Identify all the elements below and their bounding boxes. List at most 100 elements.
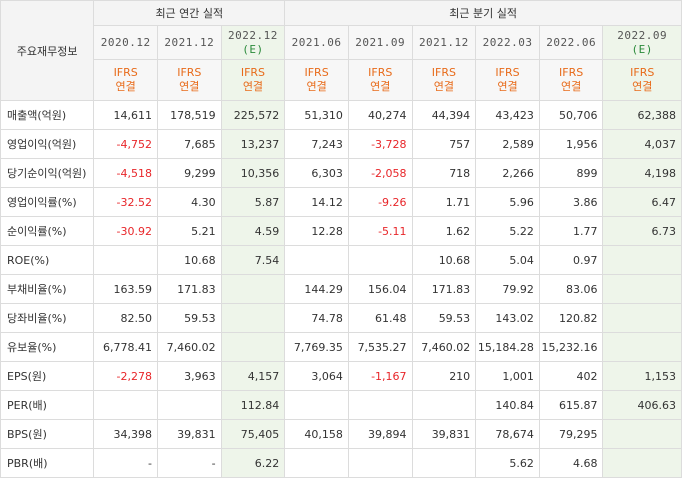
table-cell: 79,295 [538,419,604,449]
table-cell: -30.92 [93,216,158,246]
row-label: 영업이익(억원) [0,129,95,159]
table-cell: 899 [538,158,604,188]
ifrs-label: IFRS [495,66,520,79]
table-cell: 1.77 [538,216,604,246]
table-cell: 14.12 [284,187,349,217]
ifrs-consolidated-label: IFRS 연결 [538,59,604,101]
table-cell: 6.22 [220,448,286,478]
table-cell: 39,894 [347,419,413,449]
annual-group-header: 최근 연간 실적 [93,0,286,26]
table-cell: 10.68 [156,245,222,275]
ifrs-label: IFRS [113,66,138,79]
table-cell: 6,778.41 [93,332,158,362]
table-cell: 6.73 [602,216,682,246]
quarter-group-header: 최근 분기 실적 [284,0,682,26]
table-cell: 78,674 [475,419,540,449]
table-cell: 0.97 [538,245,604,275]
table-cell: 225,572 [220,100,286,130]
ifrs-consolidated-label: IFRS 연결 [347,59,413,101]
period-header: 2022.09 (E) [602,25,682,60]
table-cell: 14,611 [93,100,158,130]
table-cell: 61.48 [347,303,413,333]
table-cell: 39,831 [156,419,222,449]
table-row: PBR(배) - -6.22 5.62 4.68 [0,448,682,478]
row-label: PER(배) [0,390,95,420]
period-header: 2022.06 [538,25,604,60]
table-cell: 7.54 [220,245,286,275]
consolidated-label: 연결 [242,80,264,93]
table-cell: 40,274 [347,100,413,130]
table-cell: - [156,448,222,478]
table-cell: 10.68 [411,245,477,275]
ifrs-consolidated-label: IFRS 연결 [284,59,349,101]
consolidated-label: 연결 [561,80,582,93]
table-cell: 51,310 [284,100,349,130]
table-row: 당기순이익(억원) -4,518 9,299 10,356 6,303 -2,058 718… [0,158,682,188]
table-cell: 40,158 [284,419,349,449]
row-label: 당기순이익(억원) [0,158,95,188]
table-cell [284,245,349,275]
table-row: 영업이익(억원) -4,752 7,685 13,237 7,243 -3,728 757 2… [0,129,682,159]
period-header: 2021.09 [347,25,413,60]
table-cell [220,274,286,304]
table-cell: 178,519 [156,100,222,130]
period-label: 2020.12 [100,36,151,49]
table-cell: 7,769.35 [284,332,349,362]
table-cell: -32.52 [93,187,158,217]
table-cell: -3,728 [347,129,413,159]
table-cell: 50,706 [538,100,604,130]
table-cell [602,274,682,304]
table-cell [602,448,682,478]
table-cell: 210 [411,361,477,391]
table-cell: 112.84 [220,390,286,420]
period-header-row: 2020.12 2021.12 2022.12 (E) 2021.06 2021.09 20… [1,25,682,60]
table-cell: 39,831 [411,419,477,449]
table-cell: 1,001 [475,361,540,391]
table-cell: -2,278 [93,361,158,391]
table-cell: 3,064 [284,361,349,391]
table-cell: 171.83 [411,274,477,304]
table-cell [284,390,349,420]
table-cell: 143.02 [475,303,540,333]
table-cell: 59.53 [156,303,222,333]
table-cell: 59.53 [411,303,477,333]
ifrs-label: IFRS [630,66,655,79]
table-cell: 757 [411,129,477,159]
table-row: 부채비율(%) 163.59 171.83 144.29 156.04 171.83 79.… [0,274,682,304]
table-row: 순이익률(%) -30.92 5.21 4.59 12.28 -5.11 1.62 5.22 1… [0,216,682,246]
table-cell: 75,405 [220,419,286,449]
table-cell: - [93,448,158,478]
ifrs-header-row: IFRS 연결 IFRS 연결 IFRS 연결 IFRS 연결 IFRS 연결 IFRS 연결 IFRS… [1,59,682,101]
table-cell [220,332,286,362]
ifrs-label: IFRS [431,66,456,79]
ifrs-label: IFRS [559,66,584,79]
table-row: EPS(원) -2,278 3,963 4,157 3,064 -1,167 210 1,00… [0,361,682,391]
table-row: ROE(%) 10.68 7.54 10.68 5.04 0.97 [0,245,682,275]
table-cell: 718 [411,158,477,188]
table-cell: 15,232.16 [538,332,604,362]
table-cell: 7,535.27 [347,332,413,362]
row-label: EPS(원) [0,361,95,391]
table-cell: 6,303 [284,158,349,188]
financial-data-body: 매출액(억원) 14,611 178,519 225,572 51,310 40,274 4… [0,100,682,478]
table-cell: -1,167 [347,361,413,391]
ifrs-consolidated-label: IFRS 연결 [602,59,682,101]
table-cell: 4.30 [156,187,222,217]
period-label: 2022.12 [228,28,278,42]
table-row: BPS(원) 34,398 39,831 75,405 40,158 39,894 39,8… [0,419,682,449]
table-cell: 10,356 [220,158,286,188]
table-cell: 7,685 [156,129,222,159]
table-cell: 6.47 [602,187,682,217]
estimate-marker: (E) [631,42,653,56]
table-cell: 34,398 [93,419,158,449]
table-cell [602,419,682,449]
period-label: 2022.09 [617,28,668,42]
table-cell: -4,752 [93,129,158,159]
table-cell: 4,157 [220,361,286,391]
consolidated-label: 연결 [433,80,454,93]
table-cell [347,448,413,478]
ifrs-label: IFRS [177,66,202,79]
table-cell: 5.04 [475,245,540,275]
table-cell: -5.11 [347,216,413,246]
table-cell [411,448,477,478]
